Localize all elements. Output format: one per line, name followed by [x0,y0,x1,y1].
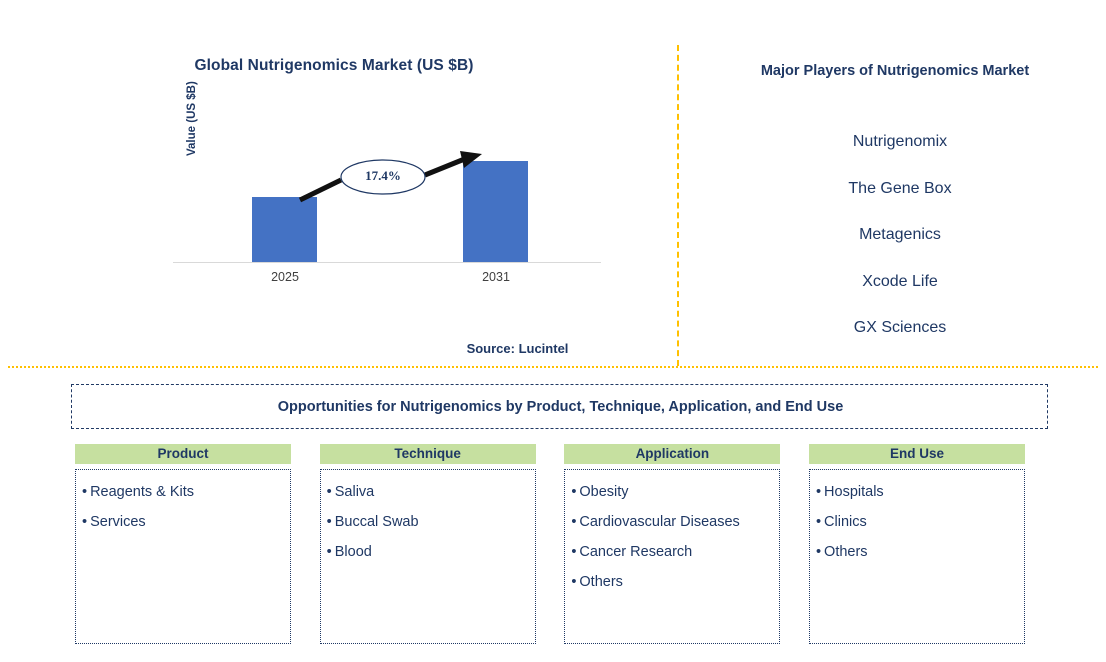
source-label: Source: Lucintel [466,341,569,356]
chart-title: Global Nutrigenomics Market (US $B) [194,57,474,74]
segment-header-technique: Technique [319,444,536,464]
market-chart-panel: Global Nutrigenomics Market (US $B) Valu… [0,0,668,368]
horizontal-divider [8,366,1098,368]
player-item: Metagenics [859,226,941,243]
list-item-label: Cancer Research [579,544,693,560]
x-tick-label-2031: 2031 [482,270,510,284]
bullet-icon: • [326,544,332,560]
segment-column-technique: Technique • Saliva • Buccal Swab • Blood [319,444,536,644]
segment-columns: Product • Reagents & Kits • Services Techn… [75,444,1025,644]
bullet-icon: • [571,484,577,500]
chart-baseline-axis [173,262,601,263]
chart-plot-area [173,120,601,265]
segment-header-application: Application [564,444,781,464]
opportunities-banner: Opportunities for Nutrigenomics by Produ… [71,384,1048,429]
segment-body-application: • Obesity • Cardiovascular Diseases • Cance… [564,469,781,644]
segment-body-technique: • Saliva • Buccal Swab • Blood [319,469,536,644]
bar-2025 [252,197,317,262]
list-item-label: Services [90,514,146,530]
list-item-label: Reagents & Kits [90,484,195,500]
segment-column-application: Application • Obesity • Cardiovascular Dis… [564,444,781,644]
bullet-icon: • [82,514,88,530]
list-item: • Reagents & Kits [82,477,284,507]
bullet-icon: • [815,514,822,530]
cagr-arrow-icon [298,151,482,203]
bullet-icon: • [815,544,822,560]
major-players-title: Major Players of Nutrigenomics Market [760,63,1030,79]
segment-column-product: Product • Reagents & Kits • Services [75,444,291,644]
segment-body-product: • Reagents & Kits • Services [75,469,291,644]
list-item-label: Obesity [579,484,629,500]
bullet-icon: • [571,544,577,560]
list-item-label: Clinics [824,514,867,530]
major-players-panel: Major Players of Nutrigenomics Market Nu… [690,0,1106,366]
x-tick-label-2025: 2025 [271,270,299,284]
cagr-value-label: 17.4% [365,168,401,183]
player-item: Nutrigenomix [852,133,948,150]
list-item-label: Cardiovascular Diseases [579,514,740,530]
bullet-icon: • [571,514,577,530]
list-item-label: Others [824,544,868,560]
player-item: GX Sciences [853,319,947,336]
list-item: • Buccal Swab [327,507,529,537]
opportunities-banner-title: Opportunities for Nutrigenomics by Produ… [277,399,844,415]
list-item: • Others [571,567,773,597]
bar-2031 [463,161,528,262]
list-item: • Cancer Research [571,537,773,567]
list-item: • Cardiovascular Diseases [571,507,773,537]
list-item-label: Saliva [334,484,375,500]
segment-body-end-use: • Hospitals • Clinics • Others [808,469,1025,644]
list-item: • Blood [327,537,529,567]
list-item: • Others [816,537,1018,567]
list-item-label: Blood [334,544,372,560]
list-item-label: Buccal Swab [334,514,419,530]
player-item: The Gene Box [848,179,952,197]
list-item-label: Hospitals [824,484,884,500]
segment-header-product: Product [75,444,291,464]
vertical-divider [677,45,679,366]
bullet-icon: • [82,484,88,500]
player-item: Xcode Life [862,272,938,290]
list-item: • Hospitals [816,477,1018,507]
list-item: • Saliva [327,477,529,507]
list-item: • Clinics [816,507,1018,537]
segment-header-end-use: End Use [808,444,1025,464]
bullet-icon: • [571,574,577,590]
major-players-list: Nutrigenomix The Gene Box Metagenics Xco… [720,132,1080,365]
list-item: • Obesity [571,477,773,507]
bullet-icon: • [326,484,332,500]
bullet-icon: • [815,484,822,500]
list-item-label: Others [579,574,623,590]
segment-column-end-use: End Use • Hospitals • Clinics • Others [808,444,1025,644]
bullet-icon: • [326,514,332,530]
list-item: • Services [82,507,284,537]
